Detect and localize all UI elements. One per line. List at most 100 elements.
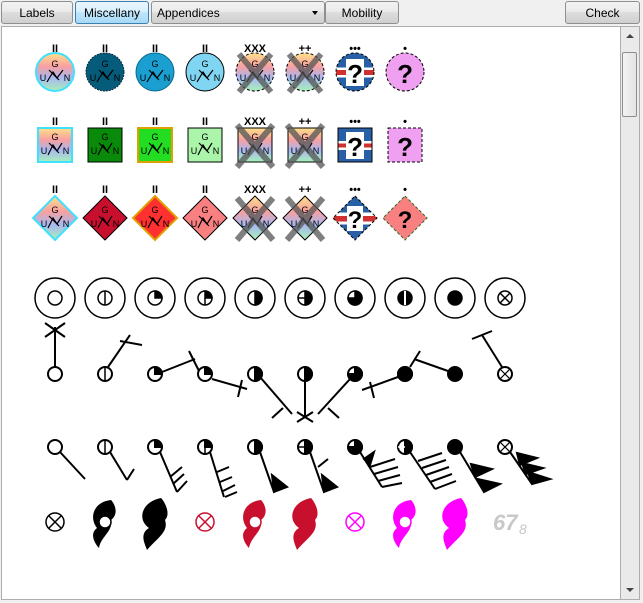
symbol-text: G bbox=[201, 59, 208, 69]
symbol-text: U bbox=[41, 219, 48, 229]
symbol-text: G bbox=[151, 132, 158, 142]
symbol-text: N bbox=[213, 146, 220, 156]
symbol-text: XXX bbox=[244, 116, 267, 128]
wind-speed-barb-55 bbox=[297, 438, 339, 494]
hurricane-icon-magenta bbox=[442, 498, 468, 550]
label-8: 8 bbox=[519, 521, 527, 537]
symbol-text: U bbox=[41, 146, 48, 156]
symbol-text: ++ bbox=[299, 184, 312, 196]
cloud-cover-6 bbox=[334, 277, 376, 319]
symbol-text: N bbox=[63, 219, 70, 229]
symbol-text: G bbox=[301, 205, 308, 215]
symbol-text: G bbox=[301, 59, 308, 69]
symbol-text: II bbox=[202, 116, 208, 128]
cloud-cover-obscured bbox=[484, 277, 526, 319]
circle-symbol-unknown-flag: ••• ? bbox=[335, 43, 375, 92]
square-symbol-rainbow: II G U N bbox=[37, 116, 73, 163]
square-symbol-unknown-pink: • ? bbox=[387, 116, 423, 163]
mobility-button[interactable]: Mobility bbox=[325, 1, 399, 24]
circle-symbol-light: II G U N bbox=[185, 43, 225, 92]
wind-speed-barb-obscured bbox=[497, 439, 554, 486]
square-symbol-unknown-flag: ••• ? bbox=[337, 116, 373, 163]
wind-barb-3-southeast bbox=[197, 365, 248, 398]
symbol-text: • bbox=[403, 116, 407, 128]
symbol-text: U bbox=[91, 219, 98, 229]
glyph-n: N bbox=[64, 73, 71, 83]
symbol-text: ••• bbox=[349, 116, 361, 128]
symbol-text: N bbox=[163, 219, 170, 229]
symbol-text: ••• bbox=[349, 43, 361, 55]
wind-barb-calm-north bbox=[44, 322, 66, 382]
wind-speed-barb-row bbox=[47, 438, 554, 498]
symbol-text: G bbox=[51, 132, 58, 142]
scroll-up-button[interactable] bbox=[622, 28, 638, 44]
cloud-cover-5 bbox=[284, 277, 326, 319]
scrollbar-thumb[interactable] bbox=[622, 52, 637, 117]
cloud-cover-7 bbox=[384, 277, 426, 319]
symbol-text: G bbox=[51, 205, 58, 215]
circle-symbol-row: II G U N II G U N II G U N bbox=[35, 43, 425, 94]
circle-symbol-destroyed-xxx: XXX G U N bbox=[235, 43, 275, 94]
symbol-drawing: II G U N II G U N II G U N bbox=[31, 43, 554, 550]
symbol-text: II bbox=[202, 184, 208, 196]
circle-symbol-destroyed-plus: ++ G U N bbox=[285, 43, 325, 94]
vertical-scrollbar[interactable] bbox=[621, 26, 640, 600]
wind-barb-7-west bbox=[361, 365, 413, 399]
miscellany-button[interactable]: Miscellany bbox=[75, 1, 149, 24]
symbol-text: XXX bbox=[244, 43, 267, 55]
symbol-text: G bbox=[201, 205, 208, 215]
wind-barb-5-south-converge bbox=[247, 365, 293, 419]
symbol-text: ? bbox=[397, 59, 413, 89]
diamond-symbol-destroyed-xxx: XXX G U N bbox=[232, 184, 278, 242]
diamond-symbol-unknown-flag: ••• ? bbox=[332, 184, 378, 241]
symbol-text: II bbox=[102, 184, 108, 196]
diamond-symbol-red: II G U N bbox=[131, 184, 179, 242]
symbol-text: N bbox=[113, 146, 120, 156]
glyph-u: U bbox=[40, 73, 47, 83]
symbol-text: G bbox=[251, 132, 258, 142]
diamond-symbol-destroyed-plus: ++ G U N bbox=[282, 184, 328, 242]
wind-speed-barb-100 bbox=[447, 439, 503, 494]
symbol-text: N bbox=[314, 73, 321, 83]
storm-symbol-obscured-magenta bbox=[345, 512, 365, 532]
label-67-8: 67 8 bbox=[493, 510, 527, 537]
symbol-text: U bbox=[191, 146, 198, 156]
symbol-text: II bbox=[152, 116, 158, 128]
symbol-text: G bbox=[101, 205, 108, 215]
label-67: 67 bbox=[493, 510, 519, 535]
square-symbol-row: II G U N II G U N II G U N II G U bbox=[37, 116, 423, 169]
symbol-text: N bbox=[63, 146, 70, 156]
unit-glyph: G U N bbox=[40, 59, 71, 83]
diamond-symbol-unknown-salmon: • ? bbox=[382, 184, 428, 241]
symbol-text: II bbox=[102, 43, 108, 55]
diamond-symbol-rainbow: II G U N bbox=[31, 184, 79, 242]
square-symbol-destroyed-xxx: XXX G U N bbox=[234, 116, 276, 169]
check-button[interactable]: Check bbox=[565, 1, 640, 24]
tropical-storm-icon-magenta bbox=[393, 500, 416, 548]
appendices-select-value: Appendices bbox=[157, 6, 220, 20]
symbol-text: XXX bbox=[244, 184, 267, 196]
symbol-text: II bbox=[102, 116, 108, 128]
symbol-text: II bbox=[52, 116, 58, 128]
appendices-select[interactable]: Appendices bbox=[151, 1, 325, 24]
wind-speed-barb-65 bbox=[346, 438, 403, 488]
wind-speed-barb-50 bbox=[247, 438, 289, 494]
symbol-text: U bbox=[241, 219, 248, 229]
circle-symbol-unknown-pink: • ? bbox=[385, 43, 425, 92]
diamond-symbol-salmon: II G U N bbox=[182, 184, 228, 241]
square-symbol-destroyed-plus: ++ G U N bbox=[284, 116, 326, 169]
symbol-text: ? bbox=[348, 207, 363, 234]
symbol-text: U bbox=[190, 73, 197, 83]
symbol-text: II bbox=[152, 184, 158, 196]
symbol-text: U bbox=[241, 146, 248, 156]
wind-barb-2-east bbox=[147, 350, 200, 382]
symbol-text: N bbox=[114, 73, 121, 83]
symbol-text: U bbox=[191, 219, 198, 229]
wind-speed-barb-5 bbox=[97, 439, 135, 481]
circle-symbol-mid: II G U N bbox=[135, 43, 175, 92]
modifier-pair: II bbox=[52, 43, 58, 55]
cloud-cover-0 bbox=[34, 277, 76, 319]
labels-button[interactable]: Labels bbox=[1, 1, 73, 24]
scroll-down-button[interactable] bbox=[622, 582, 638, 598]
symbol-text: U bbox=[91, 146, 98, 156]
